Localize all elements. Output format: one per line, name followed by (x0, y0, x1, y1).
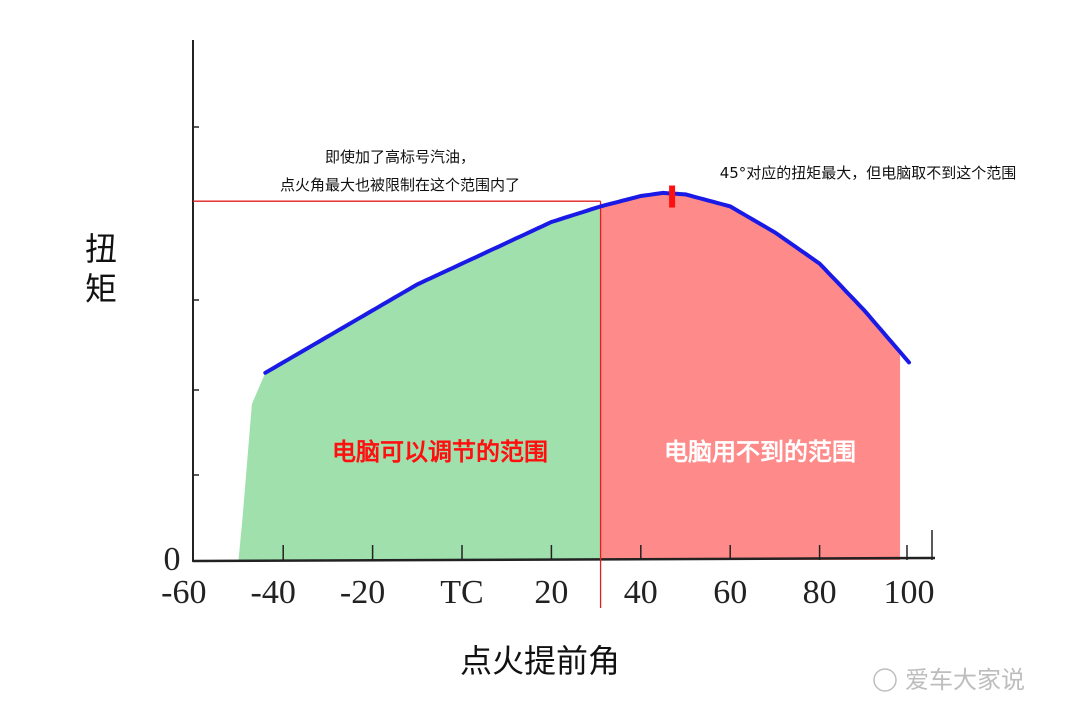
x-tick-label: -40 (251, 574, 296, 611)
annotation-line-1: 即使加了高标号汽油， (325, 148, 475, 166)
annotation-line-2: 点火角最大也被限制在这个范围内了 (280, 176, 520, 194)
region-label-adjustable: 电脑可以调节的范围 (332, 438, 548, 466)
region-fill-1 (600, 192, 901, 560)
peak-marker (669, 185, 676, 208)
region-fill-0 (238, 206, 601, 560)
y-zero-label: 0 (164, 541, 181, 578)
x-tick-label: TC (440, 574, 483, 611)
x-tick-label: -20 (340, 574, 385, 611)
x-tick-label: 60 (713, 574, 747, 611)
y-axis-label-char-1: 扭 (85, 230, 117, 268)
x-axis (192, 556, 936, 563)
x-axis-label: 点火提前角 (460, 642, 620, 680)
x-tick-label: 40 (624, 574, 658, 611)
torque-curve (263, 190, 911, 375)
x-tick-label: 80 (803, 574, 837, 611)
x-tick-label: 100 (884, 574, 935, 611)
watermark: 爱车大家说 (873, 666, 1025, 694)
y-axis-label-char-2: 矩 (85, 270, 117, 308)
x-tick-label: 20 (534, 574, 568, 611)
wechat-icon (873, 668, 897, 692)
region-label-unreachable: 电脑用不到的范围 (664, 438, 856, 466)
watermark-text: 爱车大家说 (905, 666, 1025, 694)
x-tick-label: -60 (161, 574, 206, 611)
annotation-peak: 45°对应的扭矩最大，但电脑取不到这个范围 (720, 164, 1017, 182)
